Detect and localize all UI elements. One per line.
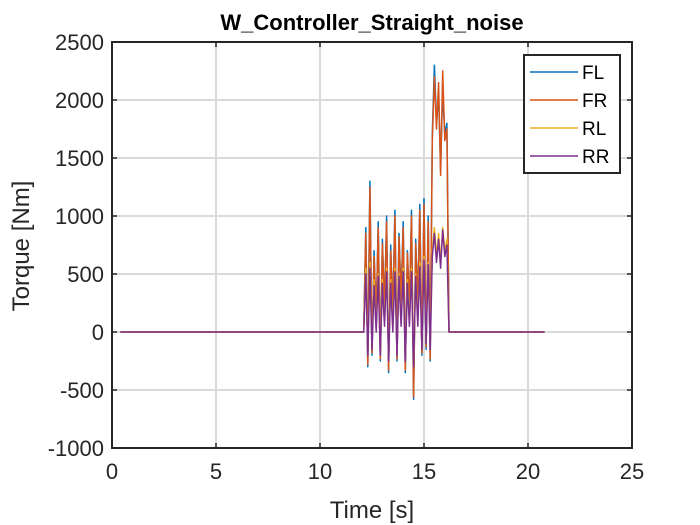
legend-label-fl: FL [582,63,604,84]
x-tick-labels: 0 5 10 15 20 25 [106,459,644,484]
legend-box [523,54,621,174]
x-tick-label: 0 [106,459,118,484]
x-tick-label: 25 [620,459,644,484]
legend-items: FL FR RL RR [530,63,609,168]
y-tick-label: 2000 [55,88,104,113]
y-tick-label: 500 [67,262,104,287]
series-line-fr [120,70,545,398]
legend-label-rl: RL [582,119,606,140]
x-tick-label: 15 [412,459,436,484]
y-tick-label: -500 [60,378,104,403]
series-line-rr [120,229,545,368]
y-tick-label: 1000 [55,204,104,229]
y-tick-labels: -1000 -500 0 500 1000 1500 2000 2500 [48,30,104,461]
y-tick-label: 2500 [55,30,104,55]
y-tick-label: -1000 [48,436,104,461]
plot-frame [111,41,633,449]
x-axis-label: Time [s] [330,497,414,524]
y-tick-label: 1500 [55,146,104,171]
series-layer [120,64,545,401]
legend-label-fr: FR [582,91,607,112]
legend: FL FR RL RR [523,54,621,174]
y-axis-label: Torque [Nm] [8,181,35,312]
x-tick-label: 20 [516,459,540,484]
tick-marks [111,41,633,449]
legend-label-rr: RR [582,147,609,168]
chart-title: W_Controller_Straight_noise [220,10,523,35]
x-tick-label: 10 [308,459,332,484]
x-tick-label: 5 [210,459,222,484]
y-tick-label: 0 [92,320,104,345]
